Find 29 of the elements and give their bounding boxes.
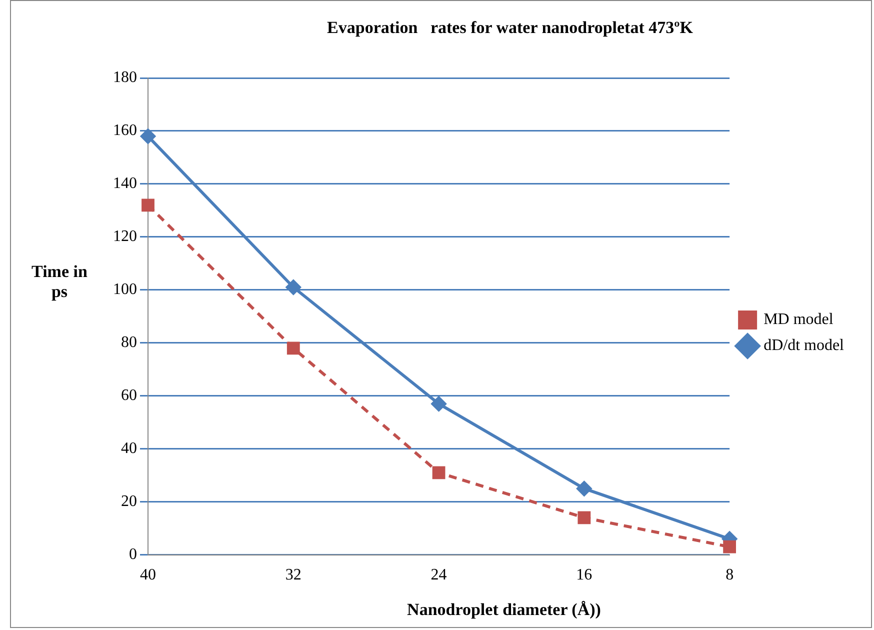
y-tick-label: 20 <box>121 493 137 510</box>
point <box>576 481 592 496</box>
x-tick-label: 24 <box>430 566 447 584</box>
x-tick-label: 8 <box>726 566 734 584</box>
y-tick-label: 40 <box>121 440 137 458</box>
y-tick-label: 60 <box>121 387 137 404</box>
point <box>286 280 301 295</box>
y-tick-label: 0 <box>129 546 137 564</box>
y-tick-label: 100 <box>113 281 137 298</box>
x-tick-label: 32 <box>285 566 302 584</box>
y-axis-title: Time in ps <box>30 262 88 302</box>
point <box>142 198 154 212</box>
y-tick-label: 160 <box>113 122 137 140</box>
x-tick-label: 16 <box>576 566 592 584</box>
point <box>578 511 591 524</box>
x-axis-title: Nanodroplet diameter (Å)) <box>406 600 602 620</box>
point <box>286 342 300 355</box>
legend-label: dD/dt model <box>764 337 845 354</box>
y-tick-label: 140 <box>113 175 137 192</box>
point <box>431 396 446 412</box>
y-tick-label: 120 <box>113 228 137 246</box>
legend-label: MD model <box>764 311 834 328</box>
x-tick-label: 40 <box>140 566 156 584</box>
y-tick-label: 80 <box>121 334 137 352</box>
point <box>140 128 156 144</box>
y-tick-label: 180 <box>113 69 137 86</box>
point <box>432 466 446 480</box>
chart-title: Evaporation rates for water nanodropletat 473ºK <box>326 18 694 38</box>
point <box>723 540 736 554</box>
